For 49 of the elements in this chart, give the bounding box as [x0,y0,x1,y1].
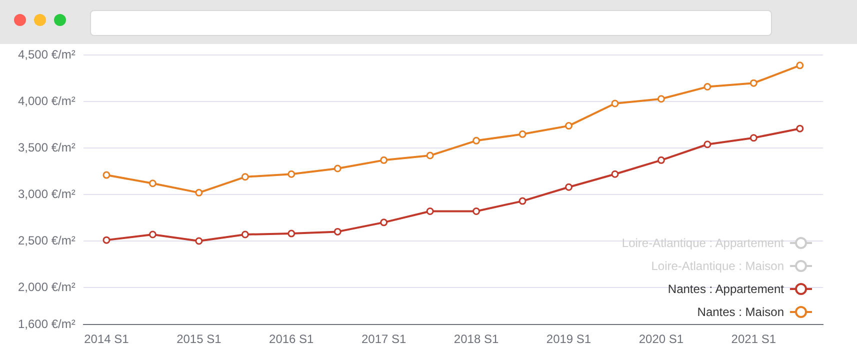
point [102,171,110,179]
y-tick-label: 3,000 €/m² [18,186,76,201]
point [426,152,434,160]
y-tick-label: 4,000 €/m² [18,94,76,108]
point [565,183,572,191]
point [288,230,296,238]
x-tick-label: 2016 S1 [269,332,314,346]
point [657,156,665,164]
point [796,62,804,70]
legend-label: Nantes : Maison [697,304,784,318]
point [611,170,619,178]
y-tick-label: 2,500 €/m² [18,233,76,248]
x-tick-label: 2014 S1 [84,332,130,346]
point [704,140,712,148]
point [102,236,110,244]
point [195,237,203,245]
point [148,230,156,238]
point [518,130,526,138]
point [472,208,480,216]
y-tick-label: 2,000 €/m² [18,280,76,294]
point [750,134,758,142]
x-tick-label: 2017 S1 [361,332,407,346]
x-tick-label: 2018 S1 [454,332,499,346]
point [565,122,572,130]
x-tick-label: 2015 S1 [176,332,222,346]
point [148,180,156,188]
point [334,228,342,236]
point [611,100,619,108]
y-tick-label: 1,600 €/m² [18,316,76,331]
point [380,156,388,164]
x-tick-label: 2021 S1 [731,332,776,346]
point [426,208,434,216]
point [241,173,249,181]
point [518,197,526,205]
point [380,218,388,226]
x-tick-label: 2020 S1 [638,332,684,346]
y-tick-label: 4,500 €/m² [18,48,76,62]
point [241,230,249,238]
point [657,95,665,103]
point [796,124,804,132]
point [750,79,758,87]
x-tick-label: 2019 S1 [546,332,592,346]
point [334,164,342,172]
point [195,188,203,196]
point [704,83,712,91]
legend-label: Nantes : Appartement [668,282,784,296]
point [472,136,480,144]
y-tick-label: 3,500 €/m² [18,140,76,154]
point [288,170,296,178]
